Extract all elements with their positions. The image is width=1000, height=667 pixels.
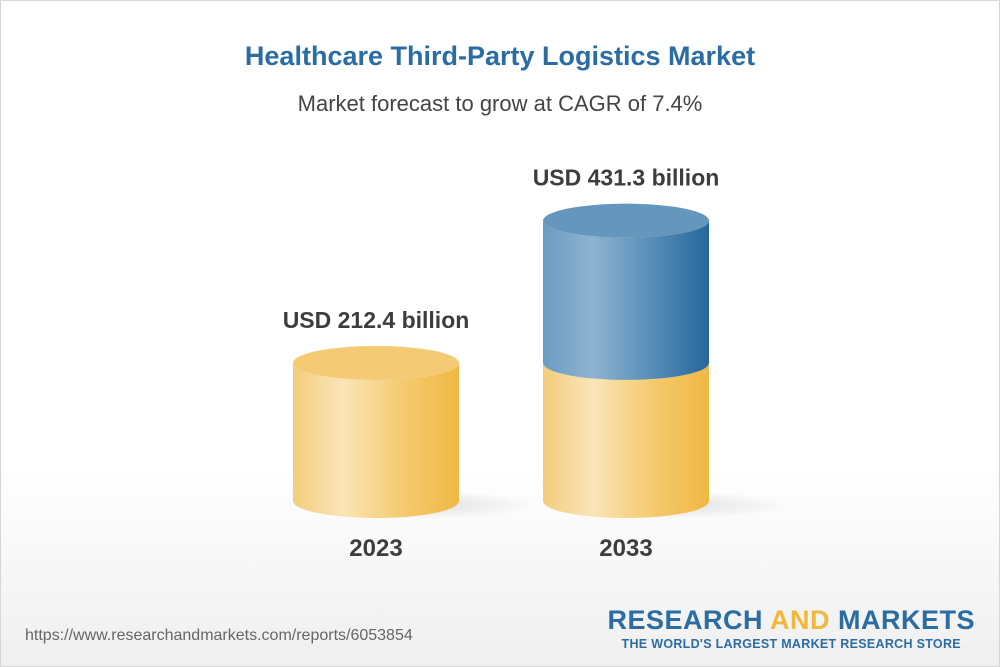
cylinder-top <box>293 345 459 380</box>
cylinder-base-segment <box>543 362 709 518</box>
cylinder-base-segment <box>293 362 459 518</box>
logo-word-markets: MARKETS <box>838 605 975 635</box>
cylinder-top <box>543 203 709 238</box>
data-label: USD 212.4 billion <box>283 307 470 333</box>
logo-word-and: AND <box>769 605 830 635</box>
logo-tagline: THE WORLD'S LARGEST MARKET RESEARCH STOR… <box>621 637 961 651</box>
logo-word-research: RESEARCH <box>607 605 763 635</box>
source-url[interactable]: https://www.researchandmarkets.com/repor… <box>25 627 413 644</box>
category-label: 2033 <box>599 535 652 562</box>
chart-subtitle: Market forecast to grow at CAGR of 7.4% <box>297 91 703 116</box>
cylinder-chart: USD 212.4 billion 2023 USD 431.3 billion 20… <box>283 165 789 562</box>
data-label: USD 431.3 billion <box>533 165 720 191</box>
category-label: 2023 <box>349 535 402 562</box>
chart-title: Healthcare Third-Party Logistics Market <box>244 41 756 71</box>
research-and-markets-logo: RESEARCH AND MARKETS THE WORLD'S LARGEST… <box>607 605 975 651</box>
cylinder-growth-segment <box>543 220 709 380</box>
